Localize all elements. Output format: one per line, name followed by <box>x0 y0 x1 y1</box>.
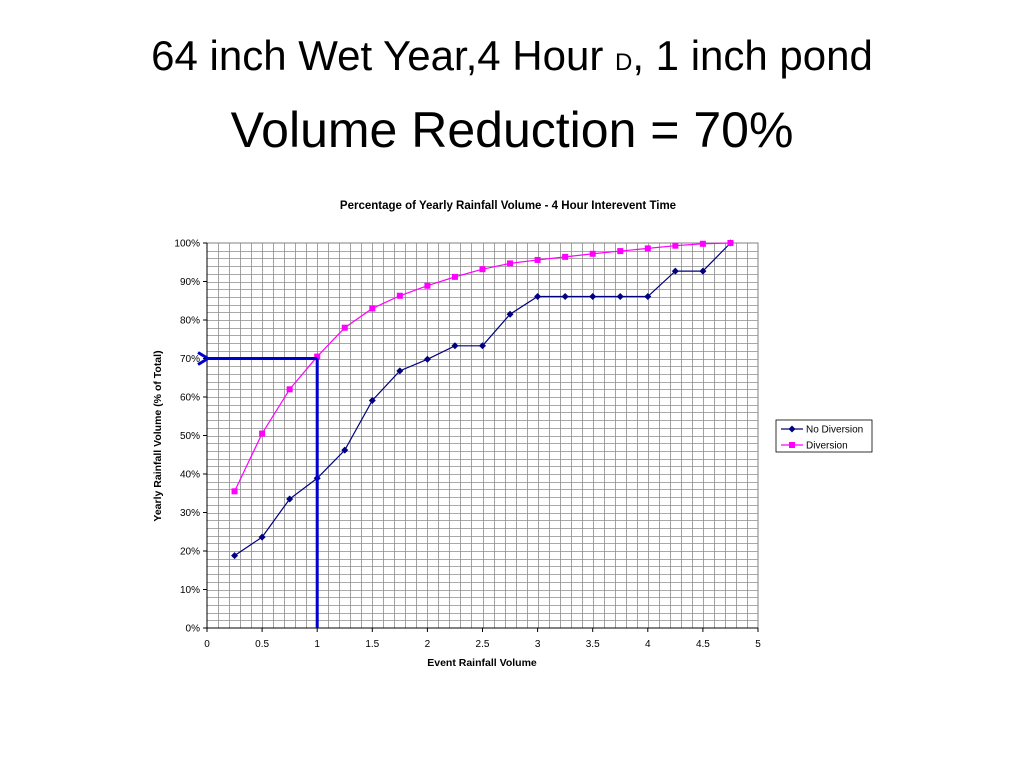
x-tick-label: 1.5 <box>365 639 379 650</box>
data-point-diversion <box>451 273 458 280</box>
data-point-diversion <box>672 242 679 249</box>
slide-subtitle: Volume Reduction = 70% <box>230 102 794 158</box>
data-point-diversion <box>259 430 266 437</box>
y-tick-label: 70% <box>180 354 200 365</box>
chart-grid <box>206 242 759 629</box>
legend-marker <box>789 442 795 448</box>
data-point-diversion <box>617 248 624 255</box>
legend-box <box>775 419 873 453</box>
data-point-no-diversion <box>699 267 707 275</box>
data-point-diversion <box>231 488 238 495</box>
slide-title-line1: 64 inch Wet Year,4 Hour D, 1 inch pond <box>0 28 1024 91</box>
data-point-diversion <box>589 250 596 257</box>
data-point-no-diversion <box>231 552 239 560</box>
data-point-no-diversion <box>589 293 597 301</box>
x-tick-label: 1 <box>314 639 320 650</box>
data-point-no-diversion <box>423 355 431 363</box>
data-point-diversion <box>396 292 403 299</box>
y-tick-label: 20% <box>180 547 200 558</box>
data-point-no-diversion <box>368 396 376 404</box>
y-tick-label: 90% <box>180 277 200 288</box>
y-tick-label: 80% <box>180 316 200 327</box>
y-tick-label: 100% <box>174 239 200 250</box>
x-tick-label: 0 <box>204 639 210 650</box>
y-tick-label: 40% <box>180 470 200 481</box>
data-point-diversion <box>479 266 486 273</box>
data-point-diversion <box>314 353 321 360</box>
data-point-no-diversion <box>506 310 514 318</box>
data-point-diversion <box>369 305 376 312</box>
x-tick-label: 0.5 <box>255 639 269 650</box>
data-point-no-diversion <box>644 293 652 301</box>
y-tick-label: 50% <box>180 431 200 442</box>
data-point-no-diversion <box>286 495 294 503</box>
data-point-no-diversion <box>561 293 569 301</box>
chart-legend: No Diversion Diversion <box>775 419 873 453</box>
data-point-no-diversion <box>671 267 679 275</box>
data-point-no-diversion <box>451 342 459 350</box>
data-point-diversion <box>341 324 348 331</box>
data-point-diversion <box>562 253 569 260</box>
chart-title: Percentage of Yearly Rainfall Volume - 4… <box>340 200 676 212</box>
legend-label: No Diversion <box>806 425 863 436</box>
plot-area <box>206 242 759 629</box>
chart-annotation <box>208 359 319 628</box>
data-point-diversion <box>644 245 651 252</box>
data-point-diversion <box>424 282 431 289</box>
data-point-diversion <box>534 256 541 263</box>
y-tick-label: 10% <box>180 585 200 596</box>
data-point-no-diversion <box>341 446 349 454</box>
x-tick-label: 3.5 <box>586 639 600 650</box>
x-tick-label: 2 <box>425 639 431 650</box>
x-tick-label: 4 <box>645 639 651 650</box>
data-point-no-diversion <box>258 533 266 541</box>
legend-marker <box>788 425 796 433</box>
x-axis-label: Event Rainfall Volume <box>427 657 537 669</box>
y-axis-label: Yearly Rainfall Volume (% of Total) <box>152 350 164 521</box>
x-tick-label: 2.5 <box>476 639 490 650</box>
chart-axes: 0 0.5 1 1.5 2 2.5 3 3.5 4 4.5 50%10%20%30%40%50%60… <box>174 239 761 651</box>
y-tick-label: 30% <box>180 508 200 519</box>
slide-title: 64 inch Wet Year,4 Hour D, 1 inch pond V… <box>0 28 1024 163</box>
data-point-no-diversion <box>396 367 404 375</box>
data-point-no-diversion <box>616 293 624 301</box>
title-small-d: D <box>615 49 633 76</box>
x-tick-label: 3 <box>535 639 541 650</box>
data-point-diversion <box>286 386 293 393</box>
data-point-diversion <box>699 240 706 247</box>
data-point-diversion <box>507 260 514 267</box>
y-tick-label: 0% <box>186 624 201 635</box>
data-point-no-diversion <box>534 293 542 301</box>
y-tick-label: 60% <box>180 393 200 404</box>
x-tick-label: 4.5 <box>696 639 710 650</box>
title-part2: , 1 inch pond <box>632 32 873 79</box>
title-part1: 64 inch Wet Year,4 Hour <box>151 32 615 79</box>
legend-label: Diversion <box>806 441 848 452</box>
data-point-no-diversion <box>479 342 486 350</box>
x-tick-label: 5 <box>755 639 761 650</box>
data-point-diversion <box>727 240 734 246</box>
